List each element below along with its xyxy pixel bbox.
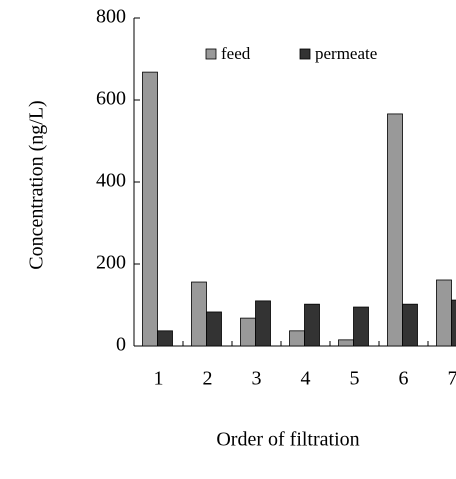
bar: [387, 113, 403, 347]
bar: [240, 317, 256, 347]
y-tick-label: 800: [96, 6, 126, 28]
x-tick-label: 4: [301, 368, 311, 390]
y-axis-label: Concentration (ng/L): [26, 100, 48, 269]
bar: [402, 303, 418, 347]
bar: [304, 303, 320, 347]
legend-swatch: [299, 48, 311, 60]
bar: [451, 299, 456, 347]
x-tick-label: 2: [203, 368, 213, 390]
legend-label: feed: [221, 44, 251, 63]
bar: [289, 330, 305, 347]
y-tick-label: 200: [96, 252, 126, 274]
x-tick-label: 1: [154, 368, 164, 390]
x-tick-label: 6: [399, 368, 409, 390]
x-tick-label: 7: [448, 368, 456, 390]
bar: [191, 281, 207, 347]
y-tick-label: 0: [116, 334, 126, 356]
legend-swatch: [205, 48, 217, 60]
x-axis-label: Order of filtration: [216, 429, 359, 451]
x-tick-label: 5: [350, 368, 360, 390]
bar: [157, 330, 173, 347]
y-tick-label: 400: [96, 170, 126, 192]
y-tick-label: 600: [96, 88, 126, 110]
x-tick-label: 3: [252, 368, 262, 390]
bar: [338, 339, 354, 347]
bar: [206, 311, 222, 347]
bar: [142, 71, 158, 347]
legend-label: permeate: [315, 44, 377, 63]
bar: [353, 306, 369, 347]
bar: [436, 279, 452, 347]
bar: [255, 300, 271, 347]
